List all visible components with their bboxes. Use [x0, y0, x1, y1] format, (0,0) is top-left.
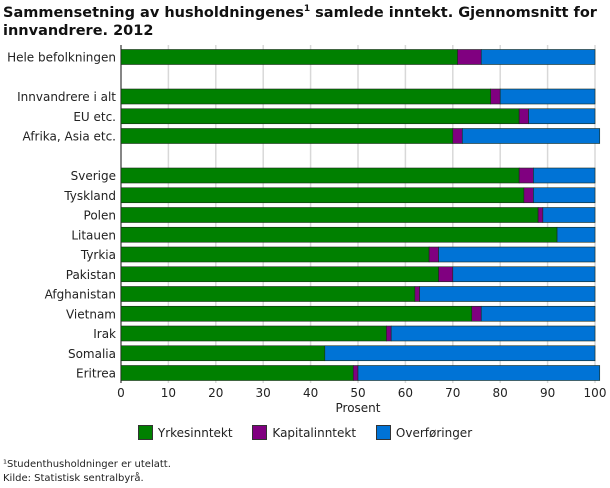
- bar-segment: [533, 167, 596, 184]
- x-tick-label: 100: [584, 386, 607, 400]
- bar-segment: [518, 167, 534, 184]
- x-tick-label: 30: [256, 386, 271, 400]
- category-label: Afghanistan: [45, 288, 116, 302]
- legend-label: Overføringer: [395, 425, 473, 440]
- title-rest: samlede inntekt. Gjennomsnitt for innvan…: [3, 4, 597, 39]
- category-label: Tyrkia: [80, 248, 116, 262]
- bar-segment: [120, 187, 525, 204]
- legend-swatch: [137, 425, 153, 440]
- title-main: Sammensetning av husholdningenes: [3, 4, 304, 21]
- category-label: Pakistan: [66, 268, 116, 282]
- bar-segment: [120, 88, 492, 105]
- bar-segment: [452, 128, 463, 144]
- x-tick-label: 50: [350, 386, 365, 400]
- category-label: Irak: [93, 327, 116, 341]
- footnote: ¹Studenthusholdninger er utelatt.: [3, 459, 171, 470]
- x-tick-label: 60: [398, 386, 413, 400]
- bar-segment: [556, 226, 596, 243]
- bar-segment: [542, 207, 596, 223]
- x-tick-label: 0: [117, 386, 125, 400]
- category-label: Sverige: [71, 169, 116, 183]
- bar-segment: [120, 345, 326, 362]
- bar-segment: [533, 187, 596, 204]
- legend-label: Yrkesinntekt: [157, 425, 233, 440]
- category-label: Litauen: [71, 228, 116, 242]
- bar-segment: [120, 49, 458, 65]
- plot-area: 0 10 20 30 40 50 60 70 80 90 100 Prosent Hele befolk…: [7, 45, 607, 415]
- legend-item: Overføringer: [375, 425, 473, 440]
- x-tick-label: 40: [303, 386, 318, 400]
- bar-segment: [120, 226, 558, 243]
- category-label: Tyskland: [63, 189, 116, 203]
- bar-segment: [352, 365, 359, 381]
- x-tick-label: 10: [161, 386, 176, 400]
- bar-segment: [457, 49, 482, 65]
- bar-segment: [324, 345, 596, 362]
- category-label: Polen: [84, 209, 116, 223]
- category-label: EU etc.: [73, 110, 116, 124]
- x-tick-label: 70: [445, 386, 460, 400]
- x-axis-label: Prosent: [336, 401, 381, 415]
- bar-segment: [120, 128, 454, 144]
- bar-segment: [518, 108, 529, 125]
- bar-segment: [120, 207, 539, 223]
- title-sup: 1: [303, 4, 311, 14]
- bar-segment: [419, 286, 596, 302]
- bar-segment: [120, 365, 354, 381]
- bar-segment: [480, 305, 596, 322]
- legend: Yrkesinntekt Kapitalinntekt Overføringer: [0, 425, 610, 443]
- bar-segment: [120, 266, 439, 283]
- bar-segment: [120, 108, 520, 125]
- bar-segment: [480, 49, 596, 65]
- bar-segment: [120, 246, 430, 263]
- category-label: Hele befolkningen: [7, 51, 116, 65]
- category-label: Innvandrere i alt: [17, 90, 116, 104]
- category-label: Vietnam: [66, 307, 116, 321]
- bar-segment: [499, 88, 596, 105]
- bar-segment: [357, 365, 601, 381]
- bar-segment: [490, 88, 501, 105]
- bar-segment: [461, 128, 601, 144]
- legend-item: Yrkesinntekt: [137, 425, 233, 440]
- bar-segment: [120, 305, 473, 322]
- x-tick-label: 90: [540, 386, 555, 400]
- bar-segment: [120, 167, 520, 184]
- bar-segment: [438, 246, 596, 263]
- bar-segment: [537, 207, 544, 223]
- footnotes: ¹Studenthusholdninger er utelatt. Kilde:…: [3, 458, 171, 486]
- category-label: Eritrea: [76, 367, 116, 381]
- bar-segment: [120, 286, 416, 302]
- legend-swatch: [252, 425, 268, 440]
- bar-segment: [428, 246, 439, 263]
- bar-segment: [528, 108, 596, 125]
- legend-swatch: [375, 425, 391, 440]
- bar-segment: [390, 325, 596, 342]
- bar-segment: [386, 325, 392, 342]
- x-tick-label: 80: [493, 386, 508, 400]
- category-label: Somalia: [68, 347, 116, 361]
- bar-segment: [120, 325, 387, 342]
- bar-segment: [471, 305, 482, 322]
- chart-title: Sammensetning av husholdningenes1 samled…: [3, 0, 603, 40]
- bar-segment: [414, 286, 420, 302]
- x-tick-label: 20: [208, 386, 223, 400]
- category-label: Afrika, Asia etc.: [23, 130, 116, 144]
- bar-segment: [438, 266, 454, 283]
- bar-segment: [452, 266, 596, 283]
- source: Kilde: Statistisk sentralbyrå.: [3, 473, 144, 484]
- legend-item: Kapitalinntekt: [252, 425, 356, 440]
- bar-segment: [523, 187, 534, 204]
- legend-label: Kapitalinntekt: [272, 425, 357, 440]
